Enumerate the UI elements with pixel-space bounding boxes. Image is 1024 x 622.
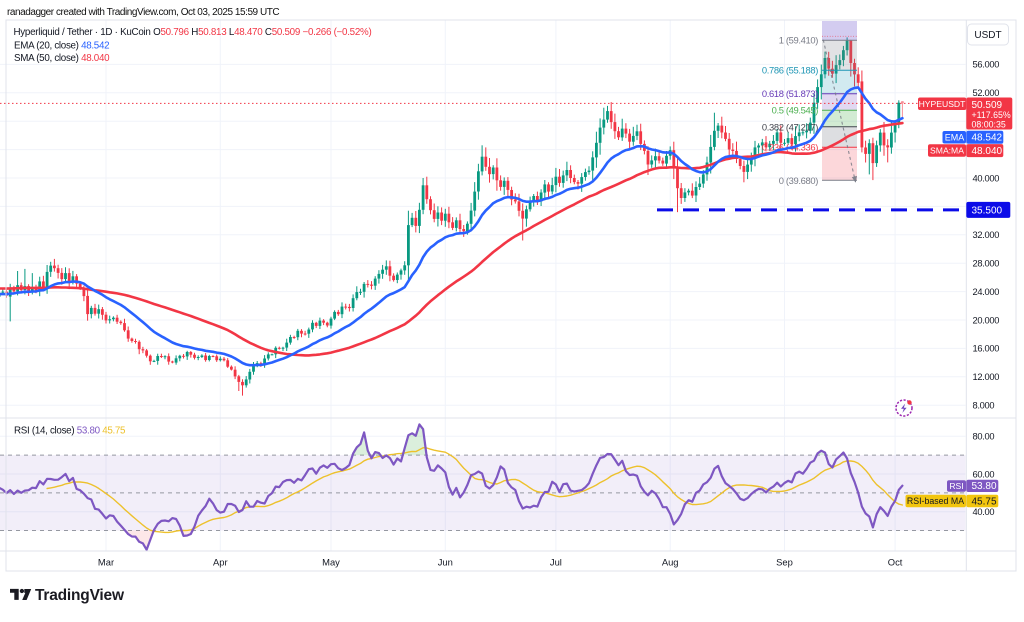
svg-text:52.000: 52.000 <box>973 88 1000 98</box>
svg-text:1 (59.410): 1 (59.410) <box>779 35 818 46</box>
svg-text:SMA (50, close) 48.040: SMA (50, close) 48.040 <box>14 53 110 64</box>
svg-text:USDT: USDT <box>974 30 1001 41</box>
svg-text:SMA:MA: SMA:MA <box>930 146 964 156</box>
svg-text:35.500: 35.500 <box>972 206 1003 217</box>
svg-text:48.040: 48.040 <box>972 146 1003 157</box>
svg-text:16.000: 16.000 <box>973 344 1000 354</box>
svg-text:50.509: 50.509 <box>972 100 1003 111</box>
svg-text:0.618 (51.873): 0.618 (51.873) <box>762 88 818 99</box>
svg-text:0.382 (47.217): 0.382 (47.217) <box>762 121 818 132</box>
svg-text:RSI (14, close) 53.80 45.75: RSI (14, close) 53.80 45.75 <box>14 426 126 437</box>
svg-text:Jul: Jul <box>550 557 562 568</box>
svg-text:Hyperliquid / Tether · 1D · Ku: Hyperliquid / Tether · 1D · KuCoin O50.7… <box>14 27 372 38</box>
svg-text:TradingView: TradingView <box>35 587 125 604</box>
svg-text:45.75: 45.75 <box>972 496 997 507</box>
svg-text:Oct: Oct <box>888 557 903 568</box>
svg-text:Mar: Mar <box>98 557 114 568</box>
svg-text:ranadagger created with Tradin: ranadagger created with TradingView.com,… <box>7 7 279 18</box>
svg-text:Apr: Apr <box>213 557 228 568</box>
svg-text:20.000: 20.000 <box>973 315 1000 325</box>
svg-text:32.000: 32.000 <box>973 230 1000 240</box>
svg-text:Aug: Aug <box>662 557 679 568</box>
svg-text:12.000: 12.000 <box>973 372 1000 382</box>
svg-text:53.80: 53.80 <box>972 481 997 492</box>
svg-text:8.000: 8.000 <box>973 401 995 411</box>
svg-text:08:00:35: 08:00:35 <box>972 119 1006 129</box>
svg-text:RSI: RSI <box>949 481 963 491</box>
svg-text:HYPEUSDT: HYPEUSDT <box>919 99 967 109</box>
svg-text:EMA: EMA <box>945 132 965 142</box>
svg-text:48.542: 48.542 <box>972 133 1003 144</box>
svg-text:Sep: Sep <box>776 557 793 568</box>
svg-text:24.000: 24.000 <box>973 287 1000 297</box>
svg-text:40.00: 40.00 <box>973 507 995 517</box>
svg-text:+117.65%: +117.65% <box>972 110 1011 120</box>
svg-text:0.5 (49.545): 0.5 (49.545) <box>772 105 819 116</box>
svg-text:80.00: 80.00 <box>973 432 995 442</box>
svg-text:0.786 (55.188): 0.786 (55.188) <box>762 65 818 76</box>
svg-text:May: May <box>322 557 340 568</box>
svg-text:28.000: 28.000 <box>973 259 1000 269</box>
svg-text:Jun: Jun <box>438 557 453 568</box>
svg-text:56.000: 56.000 <box>973 60 1000 70</box>
svg-text:60.00: 60.00 <box>973 469 995 479</box>
svg-text:40.000: 40.000 <box>973 173 1000 183</box>
svg-text:EMA (20, close) 48.542: EMA (20, close) 48.542 <box>14 41 109 52</box>
svg-text:0 (39.680): 0 (39.680) <box>779 175 818 186</box>
svg-text:RSI-based MA: RSI-based MA <box>907 496 964 506</box>
